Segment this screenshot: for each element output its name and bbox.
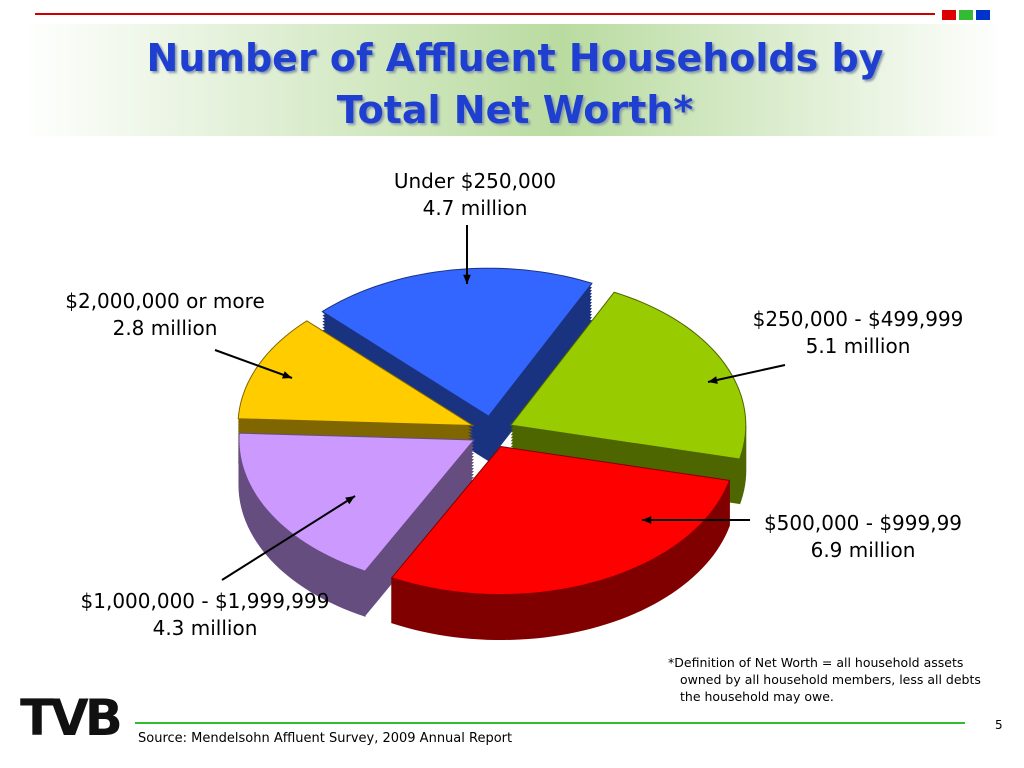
page-number: 5 [995, 718, 1003, 732]
value-label: 4.3 million [152, 616, 258, 640]
header-square [976, 10, 990, 20]
slice-label: $2,000,000 or more 2.8 million [65, 288, 265, 342]
footnote: *Definition of Net Worth = all household… [668, 655, 981, 704]
arrows [214, 225, 786, 581]
value-label: 5.1 million [805, 334, 911, 358]
title-band [22, 24, 1006, 136]
arrow-head [345, 496, 355, 505]
header-square [942, 10, 956, 20]
arrow-head [463, 274, 471, 284]
value-label: 2.8 million [112, 316, 218, 340]
category-label: $2,000,000 or more [65, 289, 265, 313]
chart-title: Number of Affluent Households by Total N… [146, 36, 884, 132]
pie-slice [237, 320, 475, 427]
category-label: $250,000 - $499,999 [752, 307, 964, 331]
arrow-head [282, 371, 292, 379]
slice-label: $1,000,000 - $1,999,999 4.3 million [81, 588, 330, 642]
slice-label: $500,000 - $999,99 6.9 million [764, 510, 962, 564]
value-label: 4.7 million [422, 196, 528, 220]
category-label: Under $250,000 [393, 169, 557, 193]
source: Source: Mendelsohn Affluent Survey, 2009… [138, 731, 513, 746]
value-label: 6.9 million [810, 538, 916, 562]
slice-label: $250,000 - $499,999 5.1 million [753, 306, 964, 360]
pie-slice [321, 267, 593, 417]
leader-line [214, 349, 293, 379]
leader-line [707, 364, 786, 383]
logo: TVB [20, 689, 123, 747]
arrow-head [642, 516, 652, 524]
arrow-head [708, 376, 718, 384]
pie-slice [238, 432, 476, 572]
slice-label: Under $250,000 4.7 million [394, 168, 556, 222]
header-square [959, 10, 973, 20]
category-label: $500,000 - $999,99 [763, 511, 963, 535]
category-label: $1,000,000 - $1,999,999 [80, 589, 330, 613]
leader-line [221, 495, 356, 581]
pie-slice [509, 291, 747, 460]
pie [237, 267, 747, 641]
